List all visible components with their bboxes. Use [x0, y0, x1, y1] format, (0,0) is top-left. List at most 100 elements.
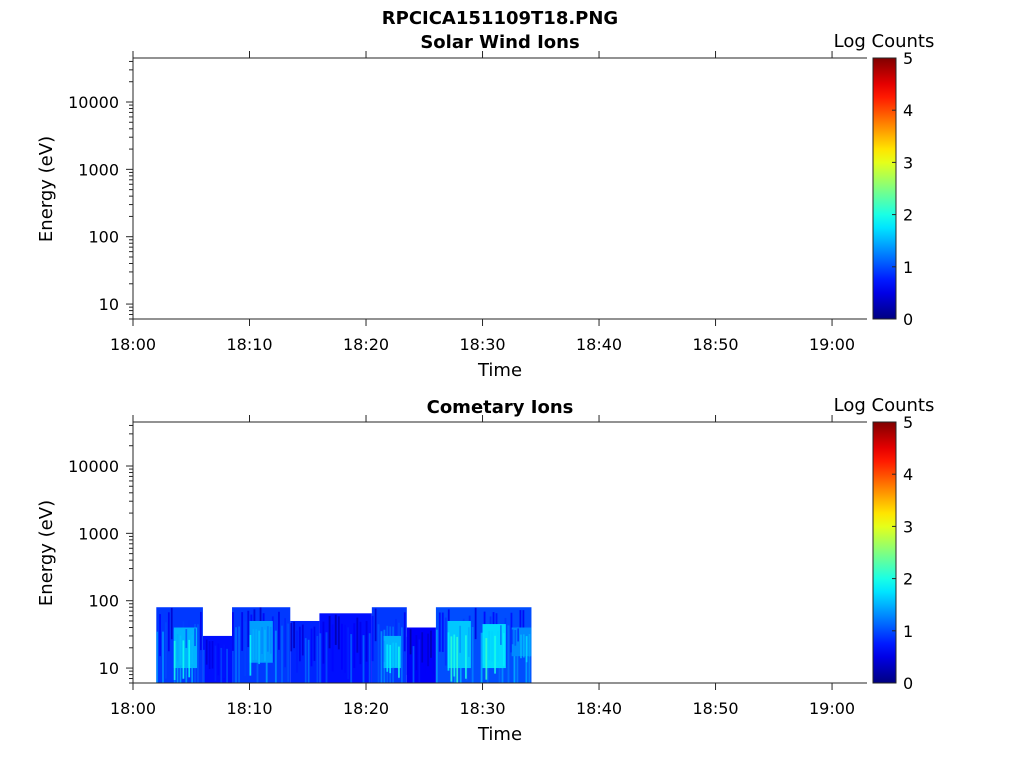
spectrogram-streak — [520, 634, 522, 659]
spectrogram-streak — [208, 641, 211, 670]
spectrogram-streak — [255, 629, 258, 660]
colorbar-tick-label: 0 — [903, 674, 913, 693]
spectrogram-streak — [322, 621, 325, 664]
x-tick-label: 18:30 — [459, 699, 505, 718]
spectrogram-streak — [341, 623, 343, 670]
y-tick-label: 1000 — [78, 160, 119, 179]
spectrogram-streak — [284, 618, 286, 668]
spectrogram-streak — [362, 635, 365, 683]
spectrogram-streak — [310, 628, 313, 667]
spectrogram-streak — [217, 643, 220, 676]
spectrogram-streak — [485, 638, 488, 680]
x-axis-label: Time — [477, 724, 522, 745]
colorbar-label: Log Counts — [834, 395, 935, 416]
spectrogram-streak — [474, 607, 477, 640]
spectrogram-streak — [513, 632, 516, 683]
x-tick-label: 18:10 — [226, 699, 272, 718]
spectrogram-streak — [415, 635, 418, 671]
solar-wind-ions-panel: Solar Wind Ions Time Energy (eV) Log Cou… — [36, 31, 934, 381]
spectrogram-streak — [278, 611, 280, 650]
spectrogram-streak — [462, 629, 464, 663]
spectrogram-streak — [249, 634, 252, 676]
spectrogram-streak — [377, 624, 380, 683]
spectrogram-streak — [173, 640, 176, 680]
spectrogram-streak — [211, 641, 214, 669]
spectrogram-data — [156, 607, 532, 683]
spectrogram-streak — [371, 615, 374, 662]
spectrogram-streak — [383, 640, 386, 662]
spectrogram-streak — [421, 632, 424, 663]
spectrogram-streak — [510, 612, 513, 653]
spectrogram-streak — [511, 629, 514, 645]
spectrogram-streak — [465, 635, 467, 679]
colorbar-tick-label: 5 — [903, 413, 913, 432]
spectrogram-streak — [480, 632, 483, 683]
spectrogram-streak — [252, 629, 255, 660]
y-axis-label: Energy (eV) — [36, 136, 57, 242]
x-tick-label: 18:40 — [576, 335, 622, 354]
spectrogram-streak — [424, 637, 427, 676]
x-tick-label: 18:40 — [576, 699, 622, 718]
spectrogram-streak — [398, 646, 400, 678]
spectrogram-streak — [497, 631, 499, 662]
colorbar-tick-label: 1 — [903, 622, 913, 641]
spectrogram-streak — [176, 634, 179, 662]
colorbar — [872, 57, 897, 320]
spectrogram-streak — [507, 625, 510, 683]
spectrogram-streak — [525, 636, 528, 663]
spectrogram-streak — [334, 614, 337, 645]
spectrogram-streak — [353, 623, 356, 668]
spectrogram-streak — [331, 624, 334, 672]
spectrogram-streak — [274, 630, 277, 683]
spectrogram-streak — [197, 624, 199, 683]
y-tick-label: 1000 — [78, 524, 119, 543]
spectrogram-streak — [304, 638, 307, 683]
spectrogram-streak — [299, 626, 301, 662]
x-tick-label: 18:50 — [692, 699, 738, 718]
x-tick-label: 18:20 — [343, 335, 389, 354]
spectrogram-streak — [400, 627, 403, 683]
spectrogram-streak — [368, 633, 371, 683]
spectrogram-streak — [319, 633, 322, 683]
spectrogram-streak — [162, 631, 164, 683]
x-tick-label: 18:20 — [343, 699, 389, 718]
spectrogram-streak — [453, 634, 456, 677]
spectrogram-streak — [156, 631, 159, 683]
y-axis-label: Energy (eV) — [36, 500, 57, 606]
spectrogram-streak — [380, 631, 383, 683]
cometary-ions-panel: Cometary Ions Time Energy (eV) Log Count… — [36, 395, 934, 745]
figure-title: RPCICA151109T18.PNG — [382, 8, 618, 29]
y-tick-label: 100 — [88, 228, 119, 247]
spectrogram-streak — [229, 644, 231, 678]
spectrogram-streak — [238, 626, 241, 683]
spectrogram-streak — [471, 626, 474, 683]
x-axis-label: Time — [477, 360, 522, 381]
x-tick-label: 19:00 — [809, 699, 855, 718]
spectrogram-streak — [433, 636, 435, 675]
spectrogram-streak — [214, 645, 217, 682]
spectrogram-streak — [165, 622, 167, 679]
spectrogram-streak — [406, 636, 409, 675]
spectrogram-streak — [444, 617, 447, 666]
spectrogram-streak — [514, 629, 517, 646]
spectrogram-streak — [467, 627, 470, 657]
colorbar — [872, 421, 897, 684]
spectrogram-streak — [392, 642, 394, 667]
spectrogram-streak — [456, 636, 459, 683]
colorbar-label: Log Counts — [834, 31, 935, 52]
spectrogram-streak — [261, 626, 263, 654]
spectrogram-streak — [241, 612, 244, 651]
x-tick-label: 18:10 — [226, 335, 272, 354]
spectrogram-streak — [359, 621, 362, 665]
colorbar-tick-label: 4 — [903, 465, 913, 484]
plot-area — [133, 58, 867, 319]
spectrogram-streak — [522, 634, 525, 658]
spectrogram-streak — [325, 632, 328, 683]
spectrogram-streak — [347, 627, 350, 680]
spectrogram-streak — [301, 624, 304, 656]
spectrogram-streak — [247, 610, 250, 648]
spectrogram-streak — [337, 616, 340, 650]
spectrogram-streak — [430, 630, 432, 658]
spectrogram-streak — [290, 623, 293, 652]
spectrogram-streak — [269, 626, 272, 654]
